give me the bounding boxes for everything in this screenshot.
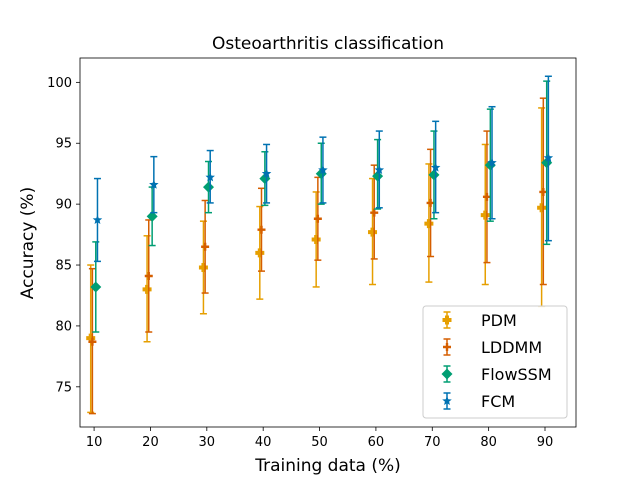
legend: PDM LDDMM FlowSSM FCM (422, 305, 568, 419)
legend-marker (441, 368, 453, 380)
axes: 10 20 30 40 50 60 70 80 90 75 80 85 90 95 100 (47, 57, 577, 450)
legend-swatch (441, 365, 453, 383)
data-point (255, 248, 265, 258)
data-point (205, 172, 215, 182)
data-point (368, 227, 378, 237)
y-axis-title: Accuracy (%) (18, 187, 38, 299)
legend-item: LDDMM (443, 338, 542, 357)
y-tick-label: 95 (55, 137, 72, 152)
data-point (90, 281, 102, 293)
data-point (482, 192, 491, 201)
data-point (201, 242, 210, 251)
legend-label: FlowSSM (481, 365, 552, 384)
data-point (146, 210, 158, 222)
legend-label: FCM (481, 392, 515, 411)
series-layer (86, 75, 554, 415)
x-tick-label: 60 (368, 435, 385, 450)
data-point (92, 214, 103, 225)
legend-marker (442, 396, 452, 406)
data-point (311, 234, 321, 244)
series-fcm (92, 75, 554, 263)
data-point (487, 157, 497, 167)
data-point (430, 162, 441, 172)
y-tick-label: 75 (55, 380, 72, 395)
data-point (370, 208, 379, 217)
data-point (537, 203, 547, 213)
data-point (261, 168, 272, 178)
data-point (539, 187, 548, 196)
legend-marker (442, 315, 452, 325)
x-tick-label: 40 (255, 435, 272, 450)
data-point (374, 165, 385, 175)
data-point (144, 271, 153, 280)
y-tick-label: 100 (47, 76, 72, 91)
x-axis-title: Training data (%) (254, 456, 401, 476)
data-point (424, 219, 434, 229)
legend-swatch (443, 338, 451, 356)
legend-item: PDM (442, 311, 517, 330)
data-point (426, 198, 435, 207)
x-tick-label: 50 (311, 435, 328, 450)
legend-box (422, 305, 568, 419)
data-point (313, 214, 322, 223)
data-point (198, 262, 208, 272)
plot-frame (79, 57, 577, 428)
legend-item: FCM (442, 392, 515, 411)
legend-item: FlowSSM (441, 365, 552, 384)
data-point (318, 165, 328, 175)
data-point (88, 337, 97, 346)
data-point (149, 179, 159, 189)
series-pdm (86, 107, 547, 414)
x-tick-label: 70 (424, 435, 441, 450)
data-point (372, 170, 384, 182)
data-point (543, 152, 554, 162)
data-point (257, 225, 266, 234)
x-tick-label: 90 (537, 435, 554, 450)
data-point (428, 169, 440, 181)
legend-swatch (442, 392, 452, 410)
legend-swatch (442, 311, 452, 329)
chart-title: Osteoarthritis classification (212, 34, 444, 54)
data-point (480, 210, 490, 220)
data-point (142, 284, 152, 294)
legend-label: PDM (481, 311, 517, 330)
data-point (86, 333, 96, 343)
series-lddmm (88, 97, 548, 415)
y-tick-label: 90 (55, 198, 72, 213)
x-tick-label: 20 (142, 435, 159, 450)
x-tick-label: 80 (480, 435, 497, 450)
x-tick-label: 10 (86, 435, 103, 450)
y-tick-label: 80 (55, 319, 72, 334)
data-point (203, 181, 215, 193)
legend-label: LDDMM (481, 338, 542, 357)
y-tick-label: 85 (55, 259, 72, 274)
legend-marker (443, 343, 451, 351)
x-tick-label: 30 (199, 435, 216, 450)
